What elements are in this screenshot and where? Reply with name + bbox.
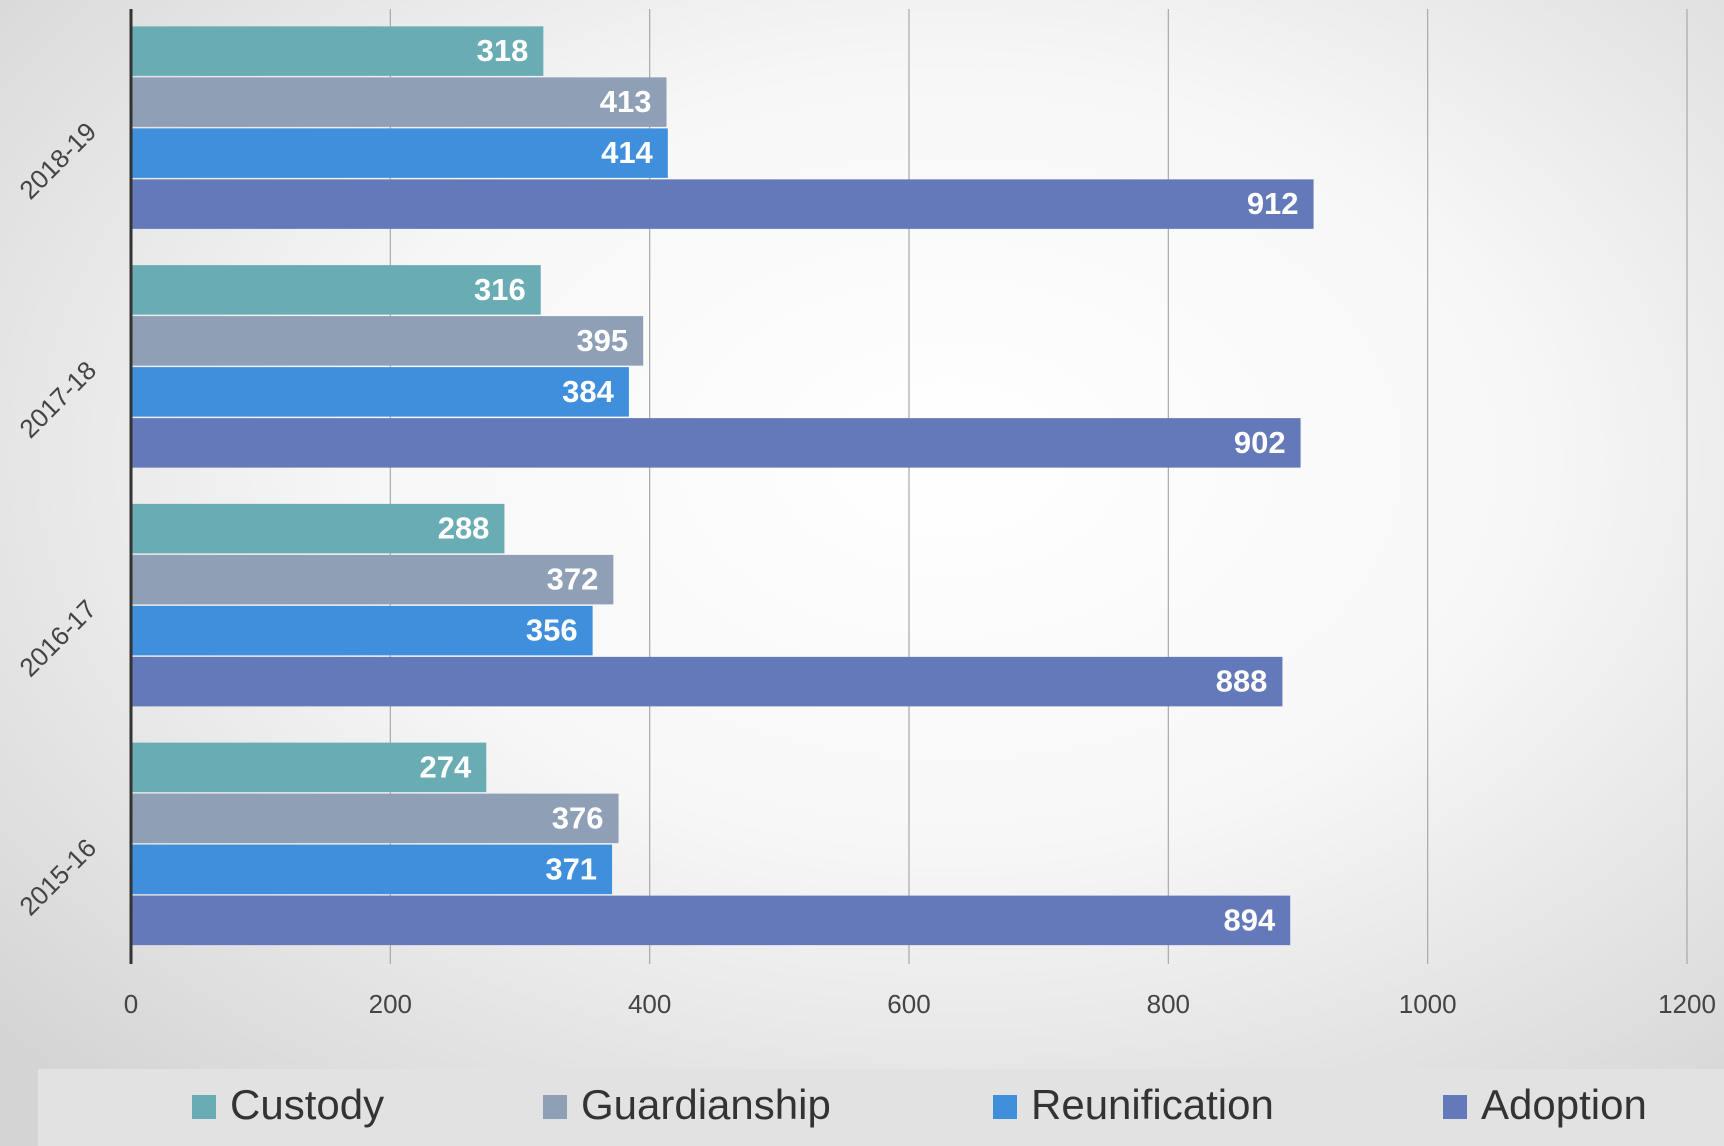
value-label: 413 bbox=[600, 84, 652, 119]
x-tick-label: 0 bbox=[124, 989, 138, 1019]
bar bbox=[131, 656, 1283, 707]
x-tick-label: 800 bbox=[1147, 989, 1190, 1019]
bar bbox=[131, 316, 644, 366]
bar bbox=[131, 793, 619, 844]
value-label: 376 bbox=[552, 800, 604, 835]
value-label: 356 bbox=[526, 613, 578, 648]
bar bbox=[131, 605, 593, 656]
value-label: 902 bbox=[1234, 425, 1286, 460]
value-label: 372 bbox=[547, 562, 599, 597]
legend-swatch bbox=[543, 1095, 567, 1119]
legend-label: Guardianship bbox=[581, 1081, 831, 1128]
legend-label: Custody bbox=[230, 1081, 384, 1128]
value-label: 318 bbox=[477, 33, 529, 68]
bar bbox=[131, 179, 1314, 229]
bar bbox=[131, 128, 668, 178]
x-tick-label: 600 bbox=[887, 989, 930, 1019]
x-tick-label: 200 bbox=[369, 989, 412, 1019]
value-label: 288 bbox=[438, 511, 490, 546]
bar bbox=[131, 742, 487, 793]
value-label: 371 bbox=[545, 851, 597, 886]
bar bbox=[131, 503, 505, 554]
bar bbox=[131, 844, 613, 895]
legend-swatch bbox=[993, 1095, 1017, 1119]
bar bbox=[131, 554, 614, 605]
value-label: 274 bbox=[420, 749, 472, 784]
x-tick-label: 1200 bbox=[1658, 989, 1716, 1019]
value-label: 395 bbox=[576, 323, 628, 358]
x-tick-label: 400 bbox=[628, 989, 671, 1019]
bar bbox=[131, 265, 541, 315]
bar bbox=[131, 77, 667, 127]
bar bbox=[131, 418, 1301, 468]
value-label: 384 bbox=[562, 374, 614, 409]
value-label: 894 bbox=[1223, 902, 1275, 937]
legend-label: Adoption bbox=[1481, 1081, 1647, 1128]
legend-swatch bbox=[1443, 1095, 1467, 1119]
legend-label: Reunification bbox=[1031, 1081, 1274, 1128]
bar bbox=[131, 895, 1291, 946]
value-label: 414 bbox=[601, 135, 653, 170]
value-label: 888 bbox=[1216, 664, 1268, 699]
value-label: 912 bbox=[1247, 186, 1299, 221]
legend-swatch bbox=[192, 1095, 216, 1119]
x-tick-label: 1000 bbox=[1399, 989, 1457, 1019]
bar bbox=[131, 26, 544, 76]
value-label: 316 bbox=[474, 272, 526, 307]
bar bbox=[131, 367, 629, 417]
